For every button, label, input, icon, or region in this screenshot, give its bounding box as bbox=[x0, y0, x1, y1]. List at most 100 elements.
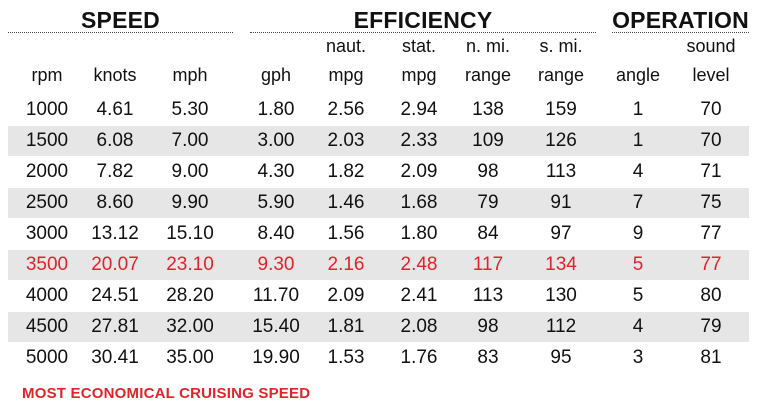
cell-gph: 1.80 bbox=[257, 99, 295, 120]
column-header-n-mi-range-bottom: range bbox=[464, 65, 512, 85]
cell-s-mi-range: 112 bbox=[545, 316, 577, 337]
cell-naut-mpg: 1.81 bbox=[327, 316, 365, 337]
cell-naut-mpg: 1.56 bbox=[327, 223, 365, 244]
cell-mph: 35.00 bbox=[166, 347, 214, 368]
cell-naut-mpg: 2.56 bbox=[327, 99, 365, 120]
column-header-rpm-bottom: rpm bbox=[31, 65, 63, 85]
cell-knots: 6.08 bbox=[96, 130, 134, 151]
cell-sound-level: 70 bbox=[700, 130, 722, 151]
cell-n-mi-range: 98 bbox=[477, 316, 499, 337]
cell-stat-mpg: 2.09 bbox=[400, 161, 438, 182]
cell-naut-mpg: 1.82 bbox=[327, 161, 365, 182]
cell-sound-level: 77 bbox=[700, 254, 722, 275]
cell-naut-mpg: 1.46 bbox=[327, 192, 365, 213]
column-header-knots-bottom: knots bbox=[93, 65, 137, 85]
cell-s-mi-range: 113 bbox=[545, 161, 577, 182]
cell-rpm: 3000 bbox=[25, 223, 69, 244]
cell-sound-level: 77 bbox=[700, 223, 722, 244]
cell-rpm: 1000 bbox=[25, 99, 69, 120]
table-row: 1500 6.08 7.00 3.00 2.03 2.33 109 126 1 70 bbox=[8, 126, 749, 156]
cell-angle: 5 bbox=[632, 254, 644, 275]
cell-stat-mpg: 2.08 bbox=[400, 316, 438, 337]
cell-rpm: 5000 bbox=[25, 347, 69, 368]
group-rule-operation bbox=[612, 32, 749, 33]
cell-s-mi-range: 126 bbox=[545, 130, 577, 151]
table-row: 3000 13.12 15.10 8.40 1.56 1.80 84 97 9 77 bbox=[8, 219, 749, 249]
cell-sound-level: 80 bbox=[700, 285, 722, 306]
cell-stat-mpg: 1.80 bbox=[400, 223, 438, 244]
cell-rpm: 2500 bbox=[25, 192, 69, 213]
cell-gph: 11.70 bbox=[252, 285, 300, 306]
table-row: 4000 24.51 28.20 11.70 2.09 2.41 113 130 5 80 bbox=[8, 281, 749, 311]
group-header-operation: OPERATION bbox=[612, 7, 749, 33]
group-rule-speed bbox=[8, 32, 233, 33]
cell-naut-mpg: 2.03 bbox=[327, 130, 365, 151]
cell-n-mi-range: 98 bbox=[477, 161, 499, 182]
cell-rpm: 4000 bbox=[25, 285, 69, 306]
cell-rpm: 4500 bbox=[25, 316, 69, 337]
column-header-s-mi-range-bottom: range bbox=[537, 65, 585, 85]
cell-gph: 9.30 bbox=[257, 254, 295, 275]
cell-gph: 8.40 bbox=[257, 223, 295, 244]
cell-stat-mpg: 1.76 bbox=[400, 347, 438, 368]
cell-mph: 15.10 bbox=[166, 223, 214, 244]
cell-angle: 1 bbox=[632, 99, 644, 120]
column-header-n-mi-range-top: n. mi. bbox=[465, 36, 510, 56]
table-row: 2500 8.60 9.90 5.90 1.46 1.68 79 91 7 75 bbox=[8, 188, 749, 218]
cell-sound-level: 81 bbox=[700, 347, 722, 368]
cell-stat-mpg: 1.68 bbox=[400, 192, 438, 213]
cell-naut-mpg: 2.16 bbox=[327, 254, 365, 275]
cell-s-mi-range: 134 bbox=[545, 254, 577, 275]
table-row: 1000 4.61 5.30 1.80 2.56 2.94 138 159 1 70 bbox=[8, 95, 749, 125]
cell-mph: 32.00 bbox=[166, 316, 214, 337]
cell-angle: 3 bbox=[632, 347, 644, 368]
cell-angle: 5 bbox=[632, 285, 644, 306]
cell-n-mi-range: 138 bbox=[472, 99, 504, 120]
cell-s-mi-range: 97 bbox=[550, 223, 572, 244]
cell-sound-level: 79 bbox=[700, 316, 722, 337]
cell-knots: 27.81 bbox=[91, 316, 139, 337]
cell-rpm: 1500 bbox=[25, 130, 69, 151]
cell-angle: 4 bbox=[632, 161, 644, 182]
column-header-stat-mpg-bottom: mpg bbox=[401, 65, 437, 85]
group-header-speed: SPEED bbox=[81, 7, 160, 33]
cell-mph: 28.20 bbox=[166, 285, 214, 306]
cell-knots: 20.07 bbox=[91, 254, 139, 275]
cell-angle: 7 bbox=[632, 192, 644, 213]
cell-n-mi-range: 84 bbox=[477, 223, 499, 244]
cell-stat-mpg: 2.41 bbox=[400, 285, 438, 306]
cell-s-mi-range: 95 bbox=[550, 347, 572, 368]
cell-n-mi-range: 117 bbox=[472, 254, 504, 275]
cell-n-mi-range: 113 bbox=[472, 285, 504, 306]
cell-knots: 24.51 bbox=[91, 285, 139, 306]
cell-stat-mpg: 2.48 bbox=[400, 254, 438, 275]
table-row: 4500 27.81 32.00 15.40 1.81 2.08 98 112 4 79 bbox=[8, 312, 749, 342]
cell-stat-mpg: 2.94 bbox=[400, 99, 438, 120]
column-header-stat-mpg-top: stat. bbox=[401, 36, 436, 56]
cell-angle: 4 bbox=[632, 316, 644, 337]
cell-gph: 15.40 bbox=[252, 316, 300, 337]
column-header-naut-mpg-bottom: mpg bbox=[328, 65, 364, 85]
cell-knots: 13.12 bbox=[91, 223, 139, 244]
cell-gph: 5.90 bbox=[257, 192, 295, 213]
column-header-s-mi-range-top: s. mi. bbox=[539, 36, 583, 56]
group-header-efficiency: EFFICIENCY bbox=[353, 7, 493, 33]
cell-gph: 3.00 bbox=[257, 130, 295, 151]
cell-s-mi-range: 91 bbox=[550, 192, 572, 213]
group-rule-efficiency bbox=[250, 32, 596, 33]
cell-mph: 5.30 bbox=[171, 99, 209, 120]
cell-gph: 4.30 bbox=[257, 161, 295, 182]
cell-knots: 8.60 bbox=[96, 192, 134, 213]
cell-angle: 9 bbox=[632, 223, 644, 244]
table-row: 2000 7.82 9.00 4.30 1.82 2.09 98 113 4 71 bbox=[8, 157, 749, 187]
cell-mph: 23.10 bbox=[166, 254, 214, 275]
cell-mph: 7.00 bbox=[171, 130, 209, 151]
cell-sound-level: 71 bbox=[700, 161, 722, 182]
column-header-sound-level-top: sound bbox=[686, 36, 736, 56]
cell-rpm: 3500 bbox=[25, 254, 69, 275]
cell-n-mi-range: 109 bbox=[472, 130, 504, 151]
cell-naut-mpg: 1.53 bbox=[327, 347, 365, 368]
cell-n-mi-range: 83 bbox=[477, 347, 499, 368]
cell-gph: 19.90 bbox=[252, 347, 300, 368]
cell-knots: 4.61 bbox=[96, 99, 134, 120]
